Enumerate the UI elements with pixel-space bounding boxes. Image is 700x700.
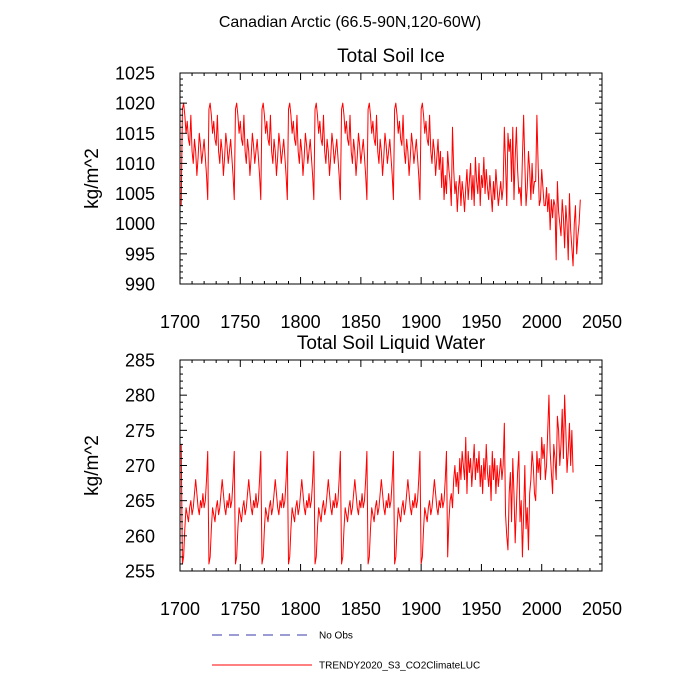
y-tick-label: 990 [125,275,155,295]
y-tick-label: 260 [125,526,155,546]
panel-title: Total Soil Liquid Water [297,333,486,354]
panel-total-soil-liquid-water: Total Soil Liquid Water kg/m^2 1700 1750 180… [82,333,622,619]
x-tick-label: 2000 [522,599,562,619]
y-tick-label: 255 [125,562,155,582]
x-tick-label: 1750 [220,312,260,332]
x-tick-label: 1800 [281,599,321,619]
x-tick-label: 1700 [160,312,200,332]
y-axis-label: kg/m^2 [82,148,103,209]
x-tick-label: 1750 [220,599,260,619]
y-tick-label: 275 [125,421,155,441]
x-tick-label: 2050 [582,599,622,619]
y-tick-label: 1010 [115,154,155,174]
x-tick-label: 1700 [160,599,200,619]
legend-label-no-obs: No Obs [319,631,353,642]
legend-label-trendy: TRENDY2020_S3_CO2ClimateLUC [319,661,480,672]
y-tick-label: 285 [125,351,155,371]
panel-title: Total Soil Ice [337,46,445,67]
legend: No Obs TRENDY2020_S3_CO2ClimateLUC [212,631,480,672]
y-tick-label: 995 [125,244,155,264]
x-tick-label: 2000 [522,312,562,332]
y-tick-label: 1015 [115,124,155,144]
y-tick-label: 1000 [115,214,155,234]
plot-frame [179,72,603,285]
y-tick-label: 265 [125,491,155,511]
figure-title: Canadian Arctic (66.5-90N,120-60W) [219,14,481,31]
series-line [180,102,581,267]
panel-total-soil-ice: Total Soil Ice kg/m^2 1700 1750 1800 1850 1900… [82,46,622,332]
y-tick-label: 1025 [115,64,155,84]
y-tick-label: 1005 [115,184,155,204]
y-tick-label: 280 [125,386,155,406]
x-tick-label: 1950 [461,312,501,332]
y-tick-label: 1020 [115,94,155,114]
x-tick-label: 1850 [341,599,381,619]
plot-frame [179,359,603,572]
y-tick-label: 270 [125,456,155,476]
x-tick-label: 1800 [281,312,321,332]
x-tick-label: 1900 [401,312,441,332]
y-axis-label: kg/m^2 [82,435,103,496]
x-tick-label: 1850 [341,312,381,332]
x-tick-label: 2050 [582,312,622,332]
series-line [180,394,574,565]
x-tick-label: 1900 [401,599,441,619]
x-tick-label: 1950 [461,599,501,619]
